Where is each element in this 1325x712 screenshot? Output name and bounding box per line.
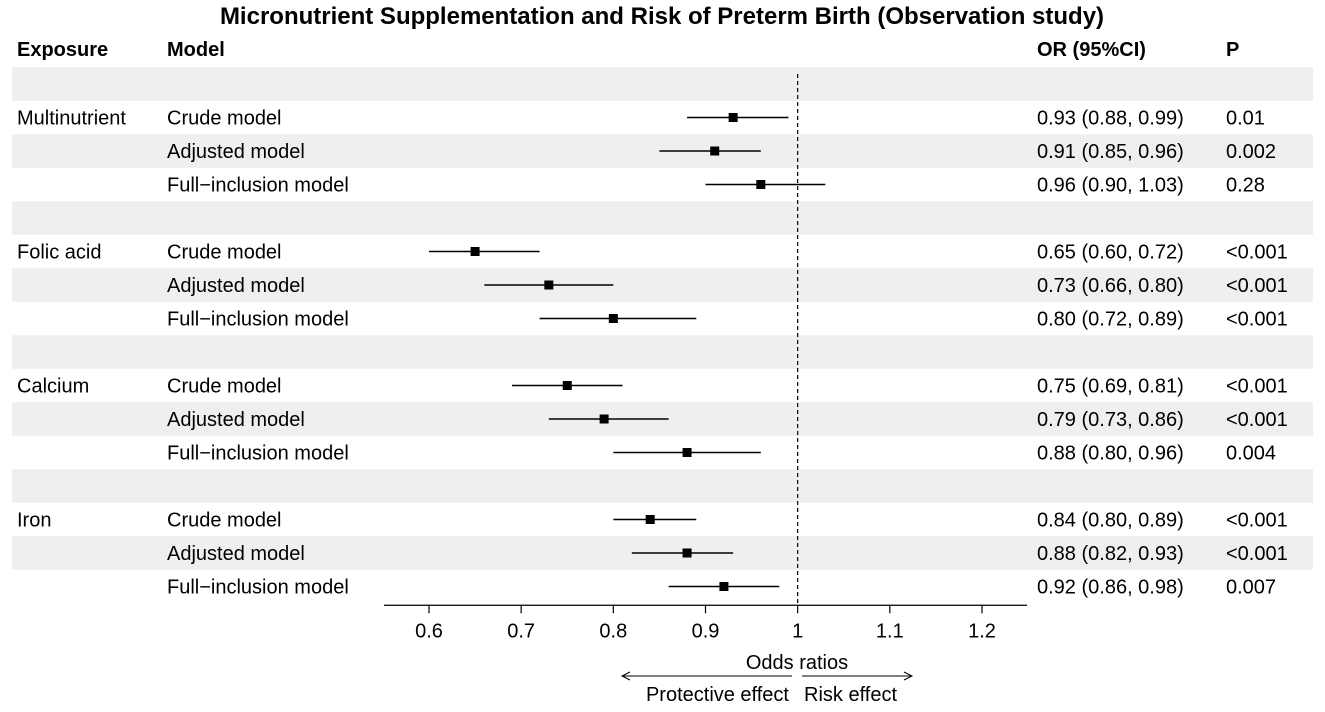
or-ci-value: 0.91 (0.85, 0.96) [1037, 141, 1184, 163]
p-value: 0.007 [1226, 577, 1276, 599]
row-stripes [12, 67, 1313, 570]
model-label: Full−inclusion model [167, 309, 349, 331]
p-value: <0.001 [1226, 376, 1288, 398]
x-tick-label: 1 [792, 620, 803, 642]
or-point [608, 314, 618, 323]
or-point [544, 280, 554, 290]
model-label: Adjusted model [167, 141, 305, 163]
p-value: <0.001 [1226, 543, 1288, 565]
model-label: Full−inclusion model [167, 443, 349, 465]
or-ci-value: 0.80 (0.72, 0.89) [1037, 309, 1184, 331]
p-value: 0.28 [1226, 175, 1265, 197]
or-point [682, 548, 692, 558]
model-label: Crude model [167, 376, 282, 398]
or-ci-value: 0.92 (0.86, 0.98) [1037, 577, 1184, 599]
p-value: <0.001 [1226, 409, 1288, 431]
direction-arrows [620, 671, 914, 681]
or-point [645, 515, 655, 524]
exposure-label: Iron [17, 510, 51, 532]
or-ci-value: 0.79 (0.73, 0.86) [1037, 409, 1184, 431]
model-label: Crude model [167, 242, 282, 264]
p-column-header: P [1226, 39, 1239, 61]
p-value: <0.001 [1226, 275, 1288, 297]
data-rows: Multinutrient Crude model 0.93 (0.88, 0.99… [17, 108, 1288, 599]
or-point [719, 582, 729, 591]
risk-effect-label: Risk effect [804, 684, 897, 706]
x-tick-label: 0.6 [415, 620, 443, 642]
p-value: <0.001 [1226, 242, 1288, 264]
model-label: Adjusted model [167, 543, 305, 565]
or-point [562, 381, 572, 390]
exposure-label: Folic acid [17, 242, 101, 264]
p-value: 0.01 [1226, 108, 1265, 130]
exposure-label: Multinutrient [17, 108, 126, 130]
model-label: Crude model [167, 510, 282, 532]
or-ci-value: 0.88 (0.80, 0.96) [1037, 443, 1184, 465]
protective-effect-label: Protective effect [646, 684, 789, 706]
x-axis: 0.6 0.7 0.8 0.9 1 1.1 1.2 [384, 604, 1027, 642]
row-stripe [12, 335, 1313, 369]
row-stripe [12, 469, 1313, 503]
model-column-header: Model [167, 39, 225, 61]
p-value: 0.002 [1226, 141, 1276, 163]
or-point [599, 414, 609, 424]
or-ci-value: 0.96 (0.90, 1.03) [1037, 175, 1184, 197]
protective-arrow-head [620, 671, 631, 681]
or-point [756, 180, 766, 189]
p-value: <0.001 [1226, 309, 1288, 331]
or-ci-value: 0.73 (0.66, 0.80) [1037, 275, 1184, 297]
p-value: <0.001 [1226, 510, 1288, 532]
model-label: Adjusted model [167, 275, 305, 297]
or-ci-column-header: OR (95%CI) [1037, 39, 1146, 61]
or-ci-value: 0.88 (0.82, 0.93) [1037, 543, 1184, 565]
or-ci-value: 0.65 (0.60, 0.72) [1037, 242, 1184, 264]
model-label: Full−inclusion model [167, 175, 349, 197]
x-tick-label: 0.9 [692, 620, 720, 642]
or-point [682, 448, 692, 457]
or-ci-value: 0.93 (0.88, 0.99) [1037, 108, 1184, 130]
x-axis-label: Odds ratios [746, 652, 848, 674]
or-ci-value: 0.75 (0.69, 0.81) [1037, 376, 1184, 398]
x-tick-label: 1.1 [876, 620, 904, 642]
exposure-label: Calcium [17, 376, 89, 398]
chart-title: Micronutrient Supplementation and Risk o… [220, 3, 1104, 30]
model-label: Adjusted model [167, 409, 305, 431]
model-label: Crude model [167, 108, 282, 130]
row-stripe [12, 67, 1313, 101]
risk-arrow-head [903, 671, 914, 681]
or-point [728, 113, 738, 122]
x-tick-label: 0.8 [599, 620, 627, 642]
row-stripe [12, 201, 1313, 235]
x-tick-label: 0.7 [507, 620, 535, 642]
p-value: 0.004 [1226, 443, 1276, 465]
or-point [470, 247, 480, 256]
exposure-column-header: Exposure [17, 39, 108, 61]
or-point [710, 146, 720, 156]
model-label: Full−inclusion model [167, 577, 349, 599]
x-tick-label: 1.2 [968, 620, 996, 642]
row-stripe [12, 268, 1313, 302]
or-ci-value: 0.84 (0.80, 0.89) [1037, 510, 1184, 532]
plot-marks [429, 74, 826, 606]
